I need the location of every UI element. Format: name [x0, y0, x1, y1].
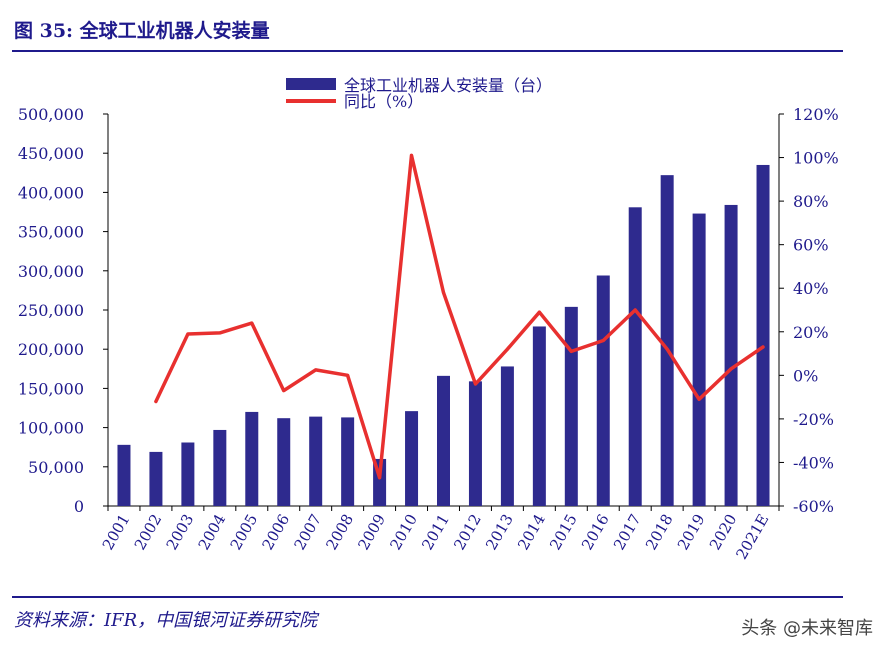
bar — [724, 204, 738, 506]
y-left-tick-label: 200,000 — [18, 340, 84, 359]
yoy-point — [569, 349, 573, 353]
bar — [692, 213, 706, 506]
yoy-point — [410, 153, 414, 157]
yoy-point — [665, 347, 669, 351]
y-left-tick-label: 300,000 — [18, 262, 84, 281]
y-left-tick-label: 350,000 — [18, 223, 84, 242]
yoy-point — [537, 310, 541, 314]
x-tick-label: 2001 — [99, 511, 134, 553]
y-right-tick-label: -20% — [793, 410, 834, 429]
yoy-point — [601, 338, 605, 342]
title-rule — [12, 50, 843, 52]
y-right-tick-label: -40% — [793, 453, 834, 472]
figure-title: 图 35: 全球工业机器人安装量 — [14, 20, 270, 42]
bar — [660, 175, 674, 507]
y-left-tick-label: 100,000 — [18, 419, 84, 438]
yoy-point — [250, 321, 254, 325]
yoy-point — [697, 397, 701, 401]
bar — [245, 411, 259, 506]
legend-line-label: 同比（%） — [344, 92, 423, 111]
y-left-tick-label: 400,000 — [18, 183, 84, 202]
yoy-point — [505, 347, 509, 351]
x-tick-label: 2005 — [227, 511, 262, 553]
x-tick-label: 2019 — [674, 511, 709, 553]
yoy-line — [154, 153, 765, 480]
y-left-tick-label: 250,000 — [18, 301, 84, 320]
y-left-tick-label: 500,000 — [18, 105, 84, 124]
bar — [341, 417, 355, 506]
x-tick-label: 2016 — [578, 511, 613, 553]
y-right-tick-label: 80% — [793, 192, 829, 211]
bar — [628, 207, 642, 506]
x-tick-label: 2017 — [610, 511, 645, 553]
legend-bar-swatch — [286, 78, 336, 90]
bar — [277, 418, 291, 506]
y-right-tick-label: 0% — [793, 366, 818, 385]
yoy-point — [442, 291, 445, 295]
yoy-point — [729, 367, 733, 371]
x-tick-label: 2006 — [259, 511, 294, 553]
y-right-tick-label: 120% — [793, 105, 839, 124]
x-tick-label: 2014 — [514, 511, 549, 553]
x-tick-label: 2012 — [450, 511, 485, 553]
bar — [564, 306, 578, 506]
x-tick-label: 2007 — [290, 511, 325, 553]
yoy-point — [218, 331, 222, 335]
bar — [117, 444, 131, 506]
bar — [149, 451, 163, 506]
bar — [181, 442, 195, 506]
yoy-point — [186, 332, 190, 336]
y-left-tick-label: 0 — [74, 497, 84, 516]
bar — [437, 375, 450, 506]
y-right-tick-label: 20% — [793, 323, 829, 342]
y-right-tick-label: 60% — [793, 236, 829, 255]
bar — [468, 381, 482, 506]
bar — [756, 164, 770, 506]
bar — [213, 429, 227, 506]
yoy-point — [282, 389, 286, 393]
watermark: 头条 @未来智库 — [741, 618, 873, 639]
yoy-point — [473, 382, 477, 386]
x-tick-label: 2021E — [732, 511, 772, 563]
x-tick-label: 2002 — [131, 511, 166, 553]
bottom-rule — [12, 596, 843, 598]
x-tick-label: 2008 — [322, 511, 357, 553]
bar — [500, 366, 514, 506]
y-left-tick-label: 50,000 — [28, 458, 84, 477]
bar — [405, 411, 419, 506]
x-tick-label: 2018 — [642, 511, 677, 553]
bar — [309, 416, 323, 506]
bar — [596, 275, 610, 506]
x-tick-label: 2004 — [195, 511, 230, 553]
yoy-point — [633, 308, 637, 312]
yoy-point — [346, 373, 350, 377]
yoy-point — [378, 476, 382, 480]
y-right-tick-label: 100% — [793, 149, 839, 168]
x-tick-label: 2013 — [482, 511, 517, 553]
bar — [532, 326, 546, 506]
y-right-tick-label: -60% — [793, 497, 834, 516]
y-left-tick-label: 450,000 — [18, 144, 84, 163]
source-note: 资料来源：IFR，中国银河证券研究院 — [14, 610, 318, 631]
y-right-tick-label: 40% — [793, 279, 829, 298]
yoy-point — [761, 345, 765, 349]
x-tick-label: 2003 — [163, 511, 198, 553]
y-left-tick-label: 150,000 — [18, 379, 84, 398]
x-tick-label: 2009 — [354, 511, 389, 553]
yoy-point — [314, 368, 318, 372]
x-tick-label: 2010 — [386, 511, 421, 553]
x-tick-label: 2011 — [418, 511, 453, 553]
legend-bar-label: 全球工业机器人安装量（台） — [344, 76, 552, 95]
x-tick-label: 2015 — [546, 511, 581, 553]
yoy-point — [154, 399, 158, 403]
